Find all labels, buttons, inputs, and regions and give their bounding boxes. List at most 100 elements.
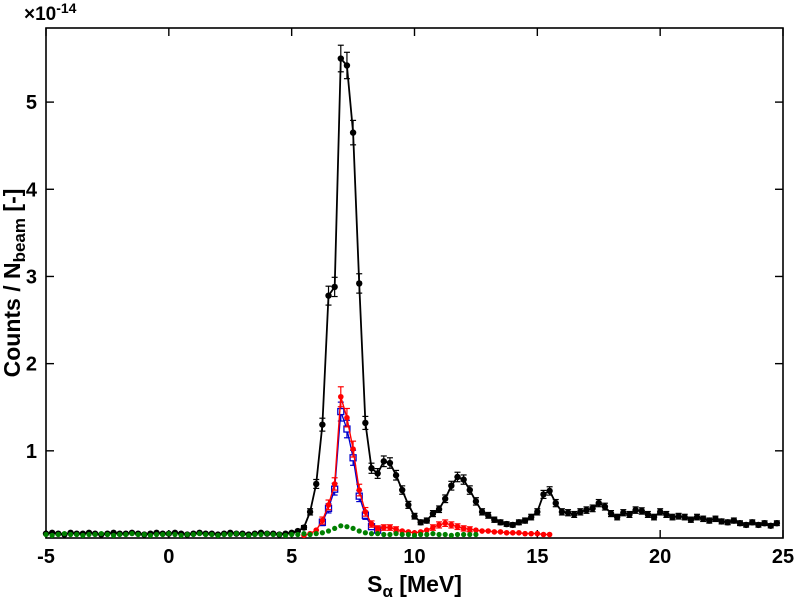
marker-filled-circle bbox=[699, 515, 707, 523]
marker-filled-circle bbox=[546, 531, 553, 538]
marker-filled-circle bbox=[399, 531, 405, 538]
marker-filled-circle bbox=[338, 393, 344, 400]
marker-filled-circle bbox=[196, 531, 203, 537]
marker-filled-circle bbox=[675, 513, 682, 520]
marker-filled-circle bbox=[528, 530, 534, 537]
marker-filled-circle bbox=[356, 280, 363, 287]
marker-filled-circle bbox=[343, 62, 351, 69]
marker-filled-circle bbox=[331, 481, 338, 487]
marker-filled-circle bbox=[295, 531, 301, 538]
marker-filled-circle bbox=[693, 513, 701, 521]
marker-filled-circle bbox=[49, 532, 55, 538]
marker-filled-circle bbox=[203, 531, 209, 538]
marker-filled-circle bbox=[313, 480, 320, 488]
marker-filled-circle bbox=[233, 531, 239, 537]
marker-filled-circle bbox=[258, 531, 264, 538]
marker-filled-circle bbox=[380, 524, 387, 531]
marker-filled-circle bbox=[460, 476, 467, 483]
marker-filled-circle bbox=[92, 531, 98, 538]
marker-filled-circle bbox=[497, 529, 504, 535]
marker-filled-circle bbox=[350, 525, 356, 532]
marker-filled-circle bbox=[540, 531, 547, 538]
x-tick-label: 15 bbox=[526, 546, 548, 568]
marker-filled-circle bbox=[577, 508, 584, 516]
marker-filled-circle bbox=[583, 506, 590, 514]
marker-filled-circle bbox=[558, 508, 566, 516]
marker-filled-circle bbox=[375, 531, 381, 537]
marker-filled-circle bbox=[595, 499, 602, 507]
marker-filled-circle bbox=[742, 521, 750, 529]
series-green-dots bbox=[43, 523, 479, 538]
marker-filled-circle bbox=[399, 486, 406, 494]
marker-filled-circle bbox=[319, 530, 325, 536]
marker-filled-circle bbox=[644, 511, 652, 518]
y-tick-label: 5 bbox=[26, 92, 37, 114]
marker-filled-circle bbox=[325, 292, 332, 299]
marker-filled-circle bbox=[761, 519, 768, 527]
marker-filled-circle bbox=[368, 465, 375, 472]
marker-filled-circle bbox=[104, 531, 111, 538]
marker-filled-circle bbox=[724, 519, 731, 526]
marker-filled-circle bbox=[411, 532, 418, 538]
marker-filled-circle bbox=[767, 522, 774, 529]
marker-filled-circle bbox=[712, 515, 719, 523]
marker-filled-circle bbox=[461, 531, 467, 538]
marker-filled-circle bbox=[417, 519, 424, 526]
marker-filled-circle bbox=[473, 527, 479, 533]
marker-filled-circle bbox=[387, 524, 393, 531]
marker-filled-circle bbox=[362, 419, 369, 427]
marker-filled-circle bbox=[650, 513, 658, 521]
marker-filled-circle bbox=[534, 530, 541, 537]
y-tick-label: 2 bbox=[26, 354, 37, 376]
marker-filled-circle bbox=[467, 531, 473, 538]
marker-filled-circle bbox=[252, 531, 258, 538]
x-tick-label: 20 bbox=[649, 546, 671, 568]
marker-filled-circle bbox=[387, 531, 393, 538]
x-tick-label: 0 bbox=[163, 546, 174, 568]
y-tick-label: 1 bbox=[26, 441, 37, 463]
marker-filled-circle bbox=[589, 505, 596, 512]
marker-filled-circle bbox=[43, 531, 49, 538]
marker-filled-circle bbox=[663, 511, 670, 518]
marker-filled-circle bbox=[656, 508, 664, 516]
marker-filled-circle bbox=[135, 531, 141, 538]
marker-filled-circle bbox=[448, 522, 455, 528]
marker-filled-circle bbox=[381, 531, 387, 538]
marker-filled-circle bbox=[80, 532, 86, 538]
marker-filled-circle bbox=[331, 283, 338, 291]
marker-filled-circle bbox=[325, 528, 332, 534]
y-axis-multiplier: ×10-14 bbox=[24, 0, 77, 25]
marker-filled-circle bbox=[564, 509, 572, 516]
marker-filled-circle bbox=[368, 521, 375, 527]
marker-filled-circle bbox=[485, 512, 492, 519]
marker-filled-circle bbox=[332, 525, 338, 532]
marker-filled-circle bbox=[773, 519, 781, 527]
marker-filled-circle bbox=[110, 532, 117, 538]
marker-filled-circle bbox=[374, 470, 381, 477]
marker-filled-circle bbox=[178, 532, 184, 538]
marker-filled-circle bbox=[448, 482, 455, 489]
marker-filled-circle bbox=[374, 525, 381, 532]
marker-filled-circle bbox=[313, 531, 319, 537]
y-tick-label: 3 bbox=[26, 266, 37, 288]
marker-filled-circle bbox=[405, 501, 412, 509]
marker-filled-circle bbox=[362, 509, 369, 515]
marker-filled-circle bbox=[491, 516, 498, 523]
marker-filled-circle bbox=[172, 531, 178, 538]
marker-filled-circle bbox=[338, 523, 344, 529]
marker-filled-circle bbox=[473, 531, 479, 538]
marker-filled-circle bbox=[239, 531, 246, 538]
marker-filled-circle bbox=[418, 531, 424, 538]
marker-filled-circle bbox=[289, 531, 295, 538]
marker-filled-circle bbox=[386, 459, 394, 467]
marker-filled-circle bbox=[423, 527, 430, 533]
marker-filled-circle bbox=[626, 511, 633, 518]
marker-filled-circle bbox=[380, 458, 387, 465]
marker-filled-circle bbox=[356, 487, 363, 493]
marker-filled-circle bbox=[669, 513, 676, 521]
marker-filled-circle bbox=[221, 531, 227, 538]
series-line bbox=[45, 56, 778, 536]
marker-filled-circle bbox=[227, 531, 233, 538]
marker-filled-circle bbox=[706, 517, 713, 524]
marker-filled-circle bbox=[300, 524, 308, 531]
